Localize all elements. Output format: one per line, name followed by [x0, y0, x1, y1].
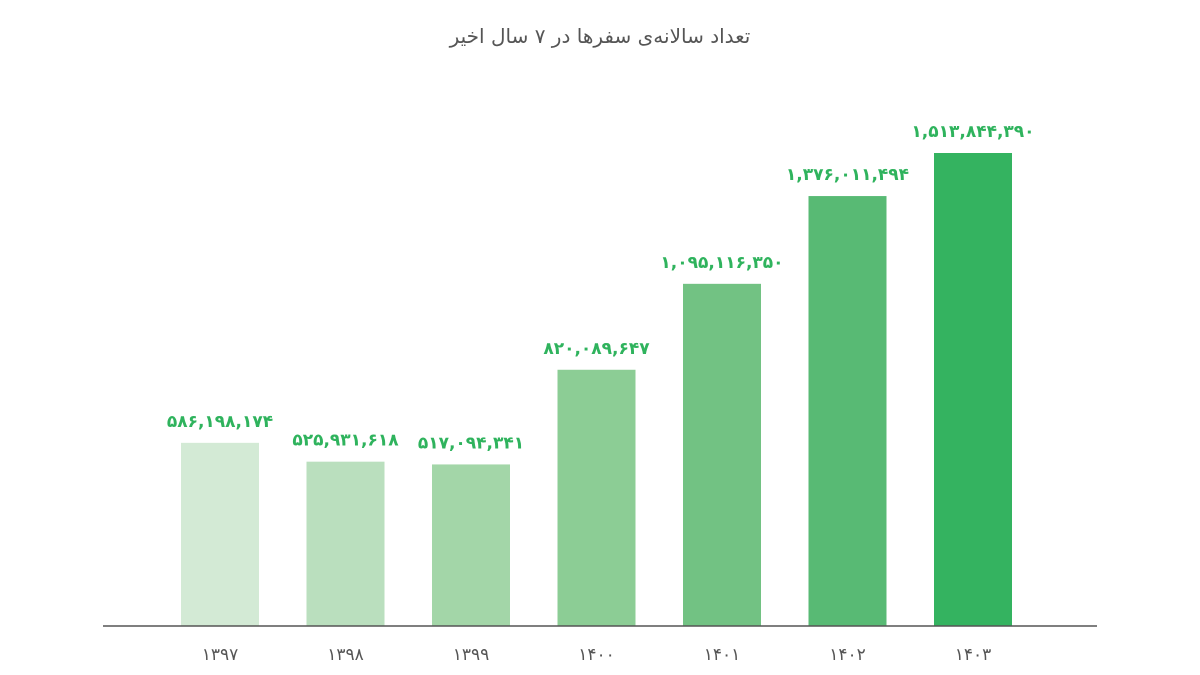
value-label: ۸۲۰,۰۸۹,۶۴۷	[543, 339, 650, 359]
x-tick-label: ۱۴۰۳	[955, 645, 992, 665]
bar	[683, 283, 761, 626]
x-tick-label: ۱۴۰۱	[704, 645, 741, 665]
bar	[181, 442, 259, 626]
value-label: ۱,۵۱۳,۸۴۴,۳۹۰	[911, 122, 1034, 142]
value-label: ۵۸۶,۱۹۸,۱۷۴	[167, 412, 273, 432]
bar	[306, 461, 385, 626]
chart-title: تعداد سالانه‌ی سفرها در ۷ سال اخیر	[449, 24, 751, 48]
x-tick-label: ۱۴۰۲	[829, 645, 866, 665]
x-tick-label: ۱۴۰۰	[578, 645, 615, 665]
value-label: ۱,۳۷۶,۰۱۱,۴۹۴	[786, 165, 909, 185]
bar	[808, 196, 887, 626]
bar	[557, 369, 636, 626]
value-label: ۱,۰۹۵,۱۱۶,۳۵۰	[660, 253, 783, 273]
bar	[934, 153, 1012, 626]
x-tick-label: ۱۳۹۸	[327, 645, 364, 665]
x-tick-label: ۱۳۹۷	[202, 645, 239, 665]
bar	[432, 464, 510, 626]
x-tick-label: ۱۳۹۹	[453, 645, 490, 665]
value-label: ۵۲۵,۹۳۱,۶۱۸	[292, 431, 399, 451]
value-label: ۵۱۷,۰۹۴,۳۴۱	[418, 433, 524, 453]
